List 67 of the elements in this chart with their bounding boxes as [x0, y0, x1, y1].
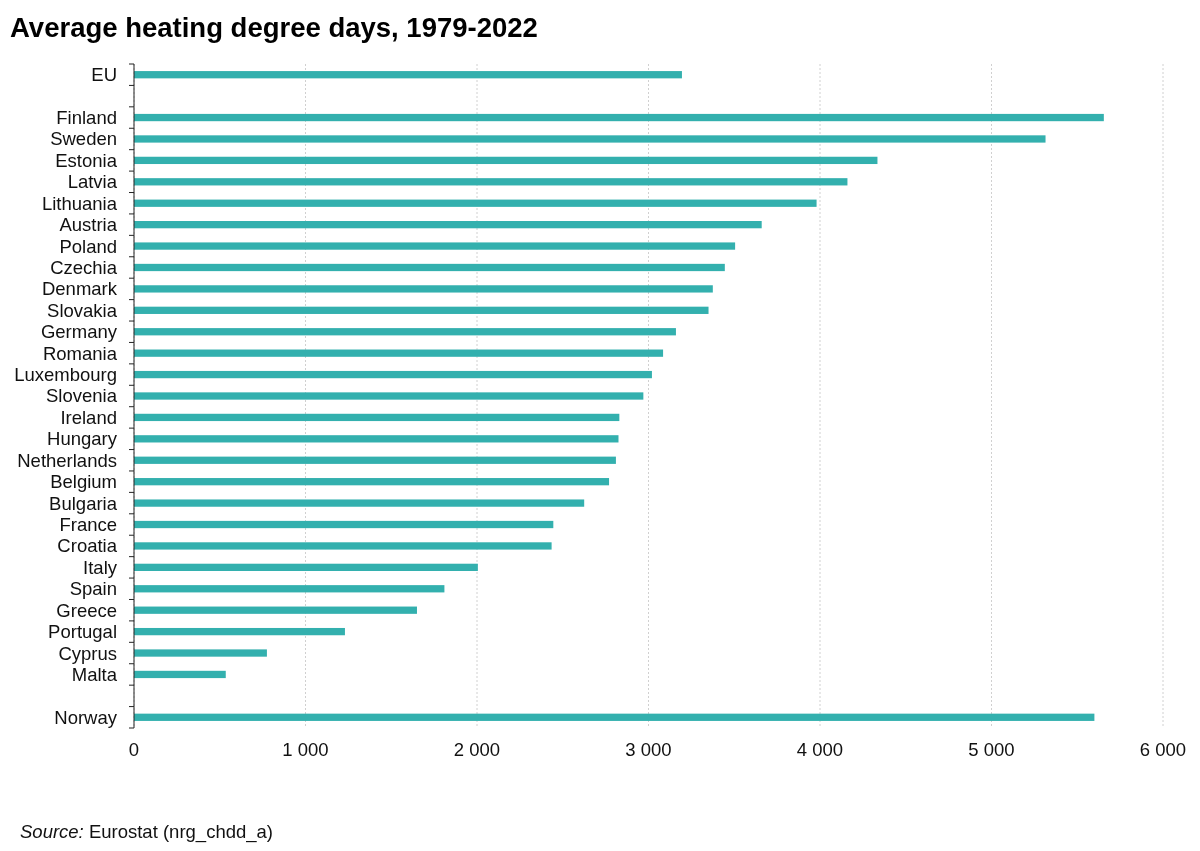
y-tick-label: Croatia	[57, 535, 118, 557]
y-tick-label: Luxembourg	[14, 364, 117, 386]
x-tick-label: 6 000	[1139, 739, 1187, 760]
bar	[134, 242, 736, 250]
y-tick-label: France	[59, 513, 117, 535]
bar	[134, 178, 848, 186]
y-tick-label: Bulgaria	[49, 492, 118, 514]
y-tick-label: Lithuania	[41, 192, 118, 214]
bar	[134, 499, 585, 507]
bar	[134, 71, 682, 79]
y-tick-label: Cyprus	[58, 642, 117, 664]
bar	[134, 413, 620, 422]
y-tick-label: Poland	[59, 235, 117, 257]
bar	[134, 199, 817, 207]
bar	[134, 649, 267, 657]
y-tick-label: Latvia	[67, 171, 118, 193]
y-tick-label: Greece	[56, 599, 117, 621]
x-tick-label: 3 000	[625, 739, 672, 760]
bar	[134, 285, 713, 293]
bar	[134, 585, 445, 593]
y-tick-label: Denmark	[41, 278, 118, 300]
bar	[134, 221, 762, 229]
y-tick-label: Sweden	[50, 128, 117, 150]
bar	[134, 520, 554, 529]
y-tick-label: Czechia	[50, 256, 118, 278]
y-tick-label: Italy	[83, 556, 118, 578]
bar	[134, 456, 616, 464]
bar	[134, 670, 226, 679]
y-tick-label: Netherlands	[17, 449, 117, 471]
bar	[134, 349, 664, 357]
bar	[134, 627, 345, 636]
bar	[134, 563, 478, 571]
y-tick-label: Norway	[54, 706, 118, 728]
y-tick-label: Germany	[40, 321, 118, 343]
y-tick-label: Belgium	[50, 471, 117, 493]
bar	[134, 435, 619, 443]
bar	[134, 263, 725, 272]
y-tick-label: Estonia	[55, 149, 118, 171]
x-tick-label: 2 000	[453, 739, 501, 760]
x-tick-label: 4 000	[796, 739, 844, 760]
bar	[134, 135, 1046, 143]
y-tick-label: Portugal	[48, 621, 117, 643]
bar	[134, 328, 676, 336]
bar	[134, 478, 610, 486]
y-tick-label: Ireland	[60, 406, 117, 428]
y-tick-label: Slovenia	[46, 385, 118, 407]
bar	[134, 392, 644, 400]
y-tick-label: Romania	[42, 342, 118, 364]
y-tick-label: Spain	[69, 578, 117, 600]
y-tick-label: Hungary	[47, 428, 118, 450]
x-tick-label: 5 000	[968, 739, 1015, 760]
bar	[134, 713, 1095, 721]
bar	[134, 370, 652, 379]
y-tick-label: Malta	[71, 663, 118, 685]
bar	[134, 113, 1104, 122]
y-tick-label: Slovakia	[47, 299, 118, 321]
chart-title: Average heating degree days, 1979-2022	[10, 12, 538, 43]
y-tick-label: Finland	[56, 107, 117, 129]
source-note: Source: Eurostat (nrg_chdd_a)	[20, 821, 273, 843]
x-tick-label: 0	[128, 739, 140, 760]
bar	[134, 156, 878, 165]
bar	[134, 306, 709, 314]
bar	[134, 542, 552, 550]
y-tick-label: Austria	[59, 214, 118, 236]
bar	[134, 606, 417, 614]
y-tick-label: EU	[91, 64, 117, 86]
x-tick-label: 1 000	[282, 739, 329, 760]
